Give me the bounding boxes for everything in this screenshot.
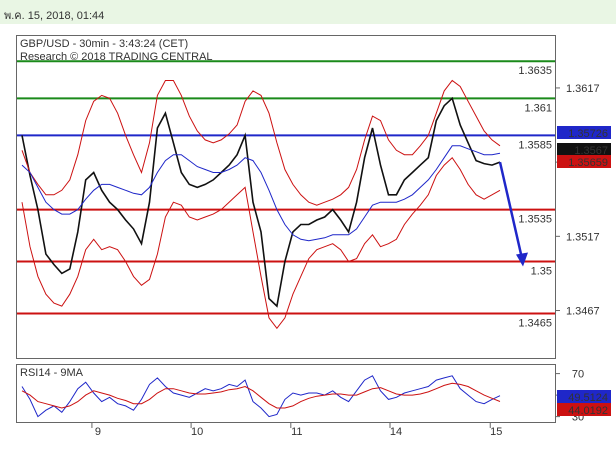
price-panel-frame [16,35,556,359]
date-header: พ.ค. 15, 2018, 01:44 [0,0,616,24]
series-rsi-ma [21,382,501,409]
xtick-label-2: 11 [291,426,302,438]
price-ytick-label-3: 1.3467 [566,306,600,318]
rsi-panel-frame [16,364,556,423]
series-rsi [21,375,501,418]
price-marker-bg-1 [557,143,611,156]
price-chart-subtitle: Research © 2018 TRADING CENTRAL [20,51,213,63]
series-bollinger-lower [21,156,501,330]
rsi-series [21,375,501,418]
price-ytick-label-0: 1.3617 [566,83,600,95]
header-datetime: พ.ค. 15, 2018, 01:44 [4,10,105,22]
price-marker-label-1: 1.3567 [574,145,608,157]
level-label-2: 1.3585 [518,139,552,151]
level-label-4: 1.35 [531,266,552,278]
rsi-marker-label-1: 44.0192 [568,405,608,417]
price-marker-bg-2 [557,155,611,168]
level-label-1: 1.361 [524,102,552,114]
rsi-marker-label-0: 49.5124 [568,392,608,404]
rsi-ytick-label-0: 70 [572,369,584,381]
price-marker-label-2: 1.35659 [568,157,608,169]
price-series [21,79,528,330]
rsi-marker-bg-0 [557,390,611,403]
series-bollinger-upper [21,79,501,206]
price-marker-bg-0 [557,126,611,139]
rsi-chart-title: RSI14 - 9MA [20,367,84,379]
xtick-label-1: 10 [191,426,203,438]
projection-arrow-head [516,252,528,267]
price-marker-label-0: 1.35726 [568,128,608,140]
level-label-5: 1.3465 [518,317,552,329]
series-price [21,96,501,308]
price-ytick-label-2: 1.3517 [566,231,600,243]
xtick-label-0: 9 [95,426,101,438]
series-moving-average [21,145,501,242]
level-label-0: 1.3635 [518,65,552,77]
projection-arrow-line [498,161,524,259]
rsi-marker-bg-1 [557,403,611,416]
price-chart-title: GBP/USD - 30min - 3:43:24 (CET) [20,38,188,50]
level-label-3: 1.3535 [518,214,552,226]
xtick-label-4: 15 [490,426,502,438]
xtick-label-3: 14 [390,426,402,438]
